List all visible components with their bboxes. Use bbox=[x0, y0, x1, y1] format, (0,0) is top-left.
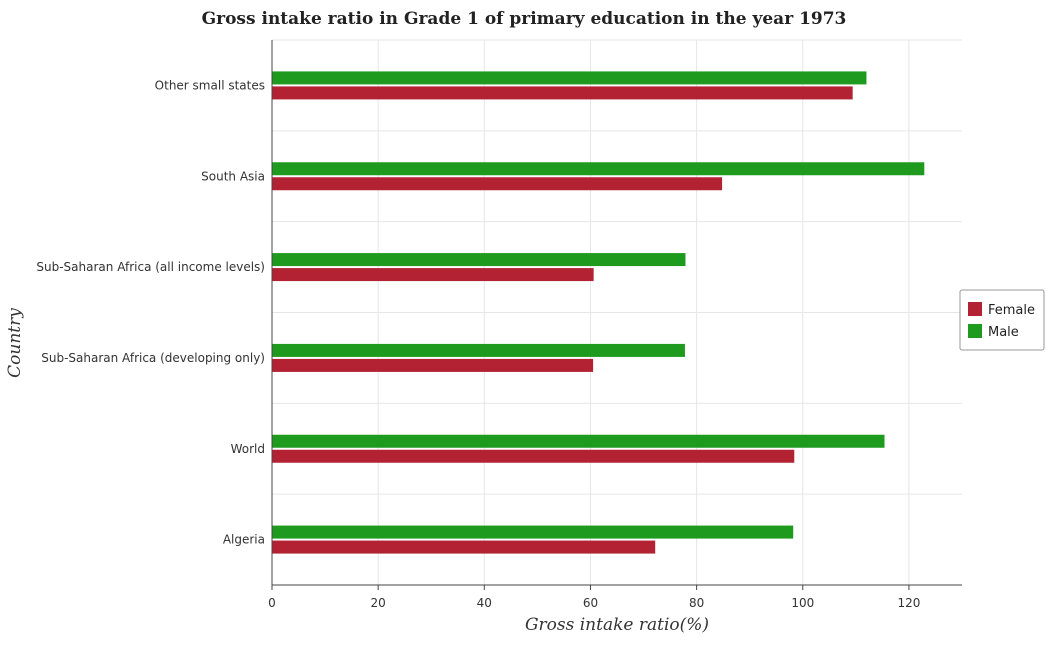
bar-male bbox=[272, 525, 794, 539]
category-label: Other small states bbox=[155, 78, 265, 92]
bar-male bbox=[272, 71, 867, 85]
x-tick-label: 120 bbox=[897, 596, 920, 610]
bar-male bbox=[272, 434, 885, 448]
x-axis-label: Gross intake ratio(%) bbox=[525, 615, 709, 635]
bar-male bbox=[272, 162, 925, 176]
legend-label-male: Male bbox=[988, 325, 1019, 340]
y-category-labels: Other small states South Asia Sub-Saharan … bbox=[36, 78, 265, 546]
bar-female bbox=[272, 268, 594, 282]
legend: Female Male bbox=[959, 289, 1045, 351]
axes bbox=[271, 40, 962, 590]
bar-male bbox=[272, 253, 686, 267]
bar-female bbox=[272, 86, 853, 100]
legend-swatch-female bbox=[968, 302, 982, 316]
category-label: Sub-Saharan Africa (all income levels) bbox=[36, 260, 265, 274]
category-label: World bbox=[231, 442, 265, 456]
bar-female bbox=[272, 540, 656, 554]
bars bbox=[272, 71, 925, 554]
legend-label-female: Female bbox=[988, 303, 1035, 318]
category-label: Algeria bbox=[223, 533, 265, 547]
x-tick-label: 100 bbox=[791, 596, 814, 610]
x-tick-label: 20 bbox=[371, 596, 386, 610]
x-tick-labels: 0 20 40 60 80 100 120 bbox=[268, 596, 920, 610]
x-tick-label: 40 bbox=[477, 596, 492, 610]
category-label: South Asia bbox=[201, 169, 265, 183]
bar-female bbox=[272, 449, 795, 463]
chart-title: Gross intake ratio in Grade 1 of primary… bbox=[202, 9, 847, 29]
legend-box bbox=[959, 289, 1045, 351]
grid-lines bbox=[271, 39, 962, 586]
y-axis-label: Country bbox=[5, 308, 25, 378]
bar-female bbox=[272, 358, 594, 372]
category-label: Sub-Saharan Africa (developing only) bbox=[41, 351, 265, 365]
bar-female bbox=[272, 177, 723, 191]
x-tick-label: 0 bbox=[268, 596, 276, 610]
bar-male bbox=[272, 343, 685, 357]
legend-swatch-male bbox=[968, 324, 982, 338]
x-tick-label: 80 bbox=[689, 596, 704, 610]
x-tick-label: 60 bbox=[583, 596, 598, 610]
